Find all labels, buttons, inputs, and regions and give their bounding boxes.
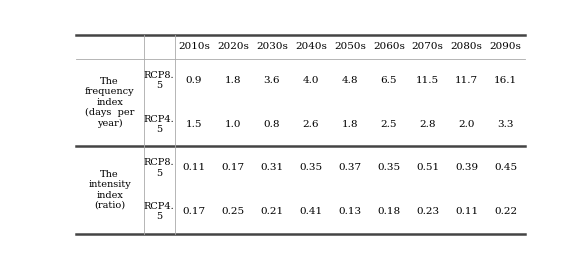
Text: 3.3: 3.3 [498, 120, 514, 129]
Text: 0.39: 0.39 [455, 164, 478, 172]
Text: 0.51: 0.51 [416, 164, 440, 172]
Text: 0.21: 0.21 [260, 207, 284, 216]
Text: 11.7: 11.7 [455, 76, 478, 85]
Text: 0.41: 0.41 [299, 207, 322, 216]
Text: 0.35: 0.35 [299, 164, 322, 172]
Text: 0.37: 0.37 [338, 164, 362, 172]
Text: 0.17: 0.17 [222, 164, 244, 172]
Text: 4.8: 4.8 [342, 76, 358, 85]
Text: 0.9: 0.9 [186, 76, 202, 85]
Text: 2.0: 2.0 [458, 120, 475, 129]
Text: The
intensity
index
(ratio): The intensity index (ratio) [88, 170, 131, 210]
Text: 0.17: 0.17 [182, 207, 206, 216]
Text: 0.25: 0.25 [222, 207, 244, 216]
Text: 0.8: 0.8 [264, 120, 280, 129]
Text: 2.8: 2.8 [420, 120, 436, 129]
Text: 0.23: 0.23 [416, 207, 440, 216]
Text: 2070s: 2070s [412, 42, 444, 51]
Text: 6.5: 6.5 [380, 76, 397, 85]
Text: RCP8.
5: RCP8. 5 [144, 158, 175, 178]
Text: 0.13: 0.13 [338, 207, 362, 216]
Text: The
frequency
index
(days  per
year): The frequency index (days per year) [85, 77, 134, 128]
Text: 2.5: 2.5 [380, 120, 397, 129]
Text: 4.0: 4.0 [302, 76, 319, 85]
Text: 0.45: 0.45 [494, 164, 517, 172]
Text: 2040s: 2040s [295, 42, 327, 51]
Text: 2030s: 2030s [256, 42, 288, 51]
Text: 2080s: 2080s [451, 42, 483, 51]
Text: 1.0: 1.0 [224, 120, 241, 129]
Text: RCP4.
5: RCP4. 5 [144, 202, 175, 222]
Text: 2010s: 2010s [178, 42, 210, 51]
Text: 11.5: 11.5 [416, 76, 440, 85]
Text: 0.31: 0.31 [260, 164, 284, 172]
Text: 16.1: 16.1 [494, 76, 517, 85]
Text: 2090s: 2090s [490, 42, 522, 51]
Text: 0.18: 0.18 [377, 207, 400, 216]
Text: 2020s: 2020s [217, 42, 249, 51]
Text: 2060s: 2060s [373, 42, 405, 51]
Text: 0.22: 0.22 [494, 207, 517, 216]
Text: 2050s: 2050s [334, 42, 366, 51]
Text: 0.11: 0.11 [182, 164, 206, 172]
Text: 0.35: 0.35 [377, 164, 400, 172]
Text: 0.11: 0.11 [455, 207, 478, 216]
Text: 2.6: 2.6 [302, 120, 319, 129]
Text: RCP8.
5: RCP8. 5 [144, 71, 175, 90]
Text: 1.8: 1.8 [224, 76, 241, 85]
Text: RCP4.
5: RCP4. 5 [144, 115, 175, 134]
Text: 1.5: 1.5 [186, 120, 202, 129]
Text: 3.6: 3.6 [264, 76, 280, 85]
Text: 1.8: 1.8 [342, 120, 358, 129]
